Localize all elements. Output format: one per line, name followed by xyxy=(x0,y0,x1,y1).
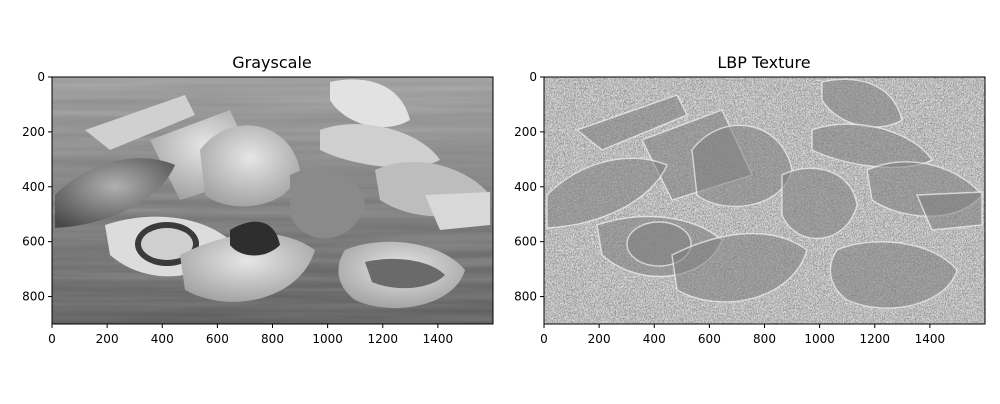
x-tick-label: 1000 xyxy=(312,332,343,346)
x-tick-label: 1200 xyxy=(859,332,890,346)
y-tick-label: 400 xyxy=(514,180,537,194)
x-tick-label: 600 xyxy=(698,332,721,346)
y-tick-label: 400 xyxy=(22,180,45,194)
x-tick-label: 0 xyxy=(48,332,56,346)
grayscale-image xyxy=(52,77,493,324)
y-tick-label: 600 xyxy=(514,235,537,249)
x-tick-label: 1400 xyxy=(423,332,454,346)
x-tick-label: 400 xyxy=(643,332,666,346)
lbp-texture-image xyxy=(544,77,985,324)
x-tick-label: 200 xyxy=(96,332,119,346)
x-tick-label: 600 xyxy=(206,332,229,346)
x-tick-label: 800 xyxy=(261,332,284,346)
y-tick-label: 0 xyxy=(529,70,537,84)
x-tick-label: 400 xyxy=(151,332,174,346)
y-tick-label: 800 xyxy=(514,290,537,304)
y-tick-label: 200 xyxy=(514,125,537,139)
x-tick-label: 200 xyxy=(588,332,611,346)
y-tick-label: 800 xyxy=(22,290,45,304)
y-tick-label: 0 xyxy=(37,70,45,84)
x-tick-label: 1200 xyxy=(367,332,398,346)
tick-layer: 0 200 400 600 800 1000 1200 1400 0 200 400 600 800 0 2… xyxy=(22,70,945,346)
x-tick-label: 800 xyxy=(753,332,776,346)
panel-title-lbp: LBP Texture xyxy=(717,53,810,72)
x-tick-label: 1000 xyxy=(804,332,835,346)
panel-title-grayscale: Grayscale xyxy=(232,53,311,72)
y-tick-label: 200 xyxy=(22,125,45,139)
x-tick-label: 0 xyxy=(540,332,548,346)
y-tick-label: 600 xyxy=(22,235,45,249)
x-tick-label: 1400 xyxy=(915,332,946,346)
